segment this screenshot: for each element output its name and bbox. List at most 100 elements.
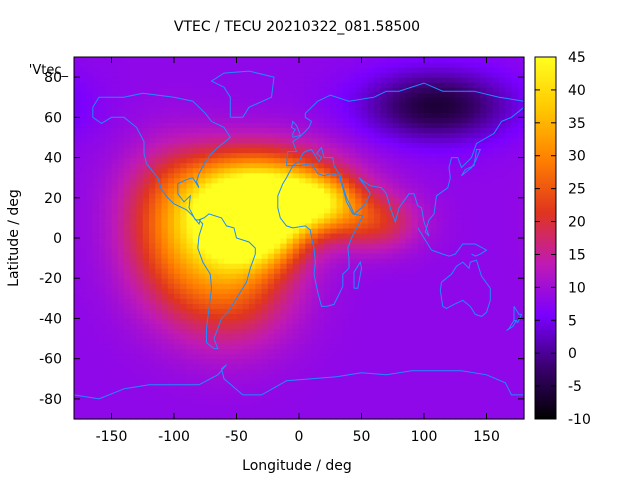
heatmap-cell xyxy=(111,328,119,335)
heatmap-cell xyxy=(317,87,325,93)
heatmap-cell xyxy=(511,87,519,93)
heatmap-cell xyxy=(124,318,131,325)
heatmap-cell xyxy=(99,368,106,375)
heatmap-cell xyxy=(455,368,463,375)
heatmap-cell xyxy=(417,92,425,98)
heatmap-cell xyxy=(449,323,456,330)
heatmap-cell xyxy=(149,112,156,118)
heatmap-cell xyxy=(117,217,125,224)
heatmap-cell xyxy=(342,182,350,189)
heatmap-cell xyxy=(486,192,494,199)
heatmap-cell xyxy=(405,212,413,219)
heatmap-cell xyxy=(149,72,156,78)
heatmap-cell xyxy=(330,293,338,299)
heatmap-cell xyxy=(449,92,456,98)
heatmap-cell xyxy=(499,72,506,78)
heatmap-cell xyxy=(149,238,156,244)
heatmap-cell xyxy=(436,258,444,264)
heatmap-cell xyxy=(130,107,138,113)
heatmap-cell xyxy=(399,162,406,169)
heatmap-cell xyxy=(292,152,300,159)
heatmap-cell xyxy=(499,212,506,219)
heatmap-cell xyxy=(486,222,494,229)
heatmap-cell xyxy=(111,87,119,93)
heatmap-cell xyxy=(286,408,294,415)
heatmap-cell xyxy=(336,328,344,335)
heatmap-cell xyxy=(430,117,438,123)
heatmap-cell xyxy=(105,253,113,259)
heatmap-cell xyxy=(392,127,400,134)
heatmap-cell xyxy=(236,202,244,209)
heatmap-cell xyxy=(355,167,363,174)
heatmap-cell xyxy=(386,147,394,154)
heatmap-cell xyxy=(92,273,100,279)
heatmap-cell xyxy=(417,293,425,299)
heatmap-cell xyxy=(161,388,169,395)
heatmap-cell xyxy=(461,238,469,244)
heatmap-cell xyxy=(186,278,194,284)
heatmap-cell xyxy=(380,263,388,269)
heatmap-cell xyxy=(505,92,513,98)
heatmap-cell xyxy=(430,182,438,189)
heatmap-cell xyxy=(305,238,313,244)
heatmap-cell xyxy=(386,253,394,259)
heatmap-cell xyxy=(367,172,375,179)
heatmap-cell xyxy=(405,117,413,123)
heatmap-cell xyxy=(86,408,94,415)
heatmap-cell xyxy=(511,293,519,299)
heatmap-cell xyxy=(424,127,431,134)
heatmap-cell xyxy=(417,368,425,375)
heatmap-cell xyxy=(149,368,156,375)
heatmap-cell xyxy=(392,338,400,345)
heatmap-cell xyxy=(480,383,488,390)
heatmap-cell xyxy=(305,323,313,330)
heatmap-cell xyxy=(217,413,225,420)
heatmap-cell xyxy=(386,323,394,330)
heatmap-cell xyxy=(274,122,281,128)
heatmap-cell xyxy=(355,142,363,149)
heatmap-cell xyxy=(424,363,431,370)
heatmap-cell xyxy=(267,318,275,325)
heatmap-cell xyxy=(92,152,100,159)
heatmap-cell xyxy=(361,177,369,184)
heatmap-cell xyxy=(167,298,175,304)
heatmap-cell xyxy=(80,227,88,234)
heatmap-cell xyxy=(217,227,225,234)
heatmap-cell xyxy=(299,157,306,164)
heatmap-cell xyxy=(99,268,106,274)
heatmap-cell xyxy=(174,102,181,108)
heatmap-cell xyxy=(411,353,419,360)
heatmap-cell xyxy=(505,353,513,360)
heatmap-cell xyxy=(261,268,269,274)
heatmap-cell xyxy=(411,333,419,340)
heatmap-cell xyxy=(430,212,438,219)
heatmap-cell xyxy=(161,167,169,174)
heatmap-cell xyxy=(86,313,94,320)
heatmap-cell xyxy=(342,187,350,194)
heatmap-cell xyxy=(411,303,419,309)
heatmap-cell xyxy=(249,117,256,123)
heatmap-cell xyxy=(80,102,88,108)
heatmap-cell xyxy=(474,353,481,360)
heatmap-cell xyxy=(230,308,238,315)
heatmap-cell xyxy=(249,358,256,365)
heatmap-cell xyxy=(330,172,338,179)
heatmap-cell xyxy=(299,263,306,269)
heatmap-cell xyxy=(342,288,350,294)
heatmap-cell xyxy=(142,137,150,144)
heatmap-cell xyxy=(111,77,119,83)
heatmap-cell xyxy=(124,162,131,169)
heatmap-cell xyxy=(174,167,181,174)
heatmap-cell xyxy=(255,177,263,184)
heatmap-cell xyxy=(267,147,275,154)
heatmap-cell xyxy=(467,248,475,254)
heatmap-cell xyxy=(424,413,431,420)
heatmap-cell xyxy=(386,338,394,345)
heatmap-cell xyxy=(174,313,181,320)
heatmap-cell xyxy=(392,157,400,164)
heatmap-cell xyxy=(399,298,406,304)
heatmap-cell xyxy=(205,112,213,118)
heatmap-cell xyxy=(467,253,475,259)
heatmap-cell xyxy=(205,137,213,144)
heatmap-cell xyxy=(342,338,350,345)
